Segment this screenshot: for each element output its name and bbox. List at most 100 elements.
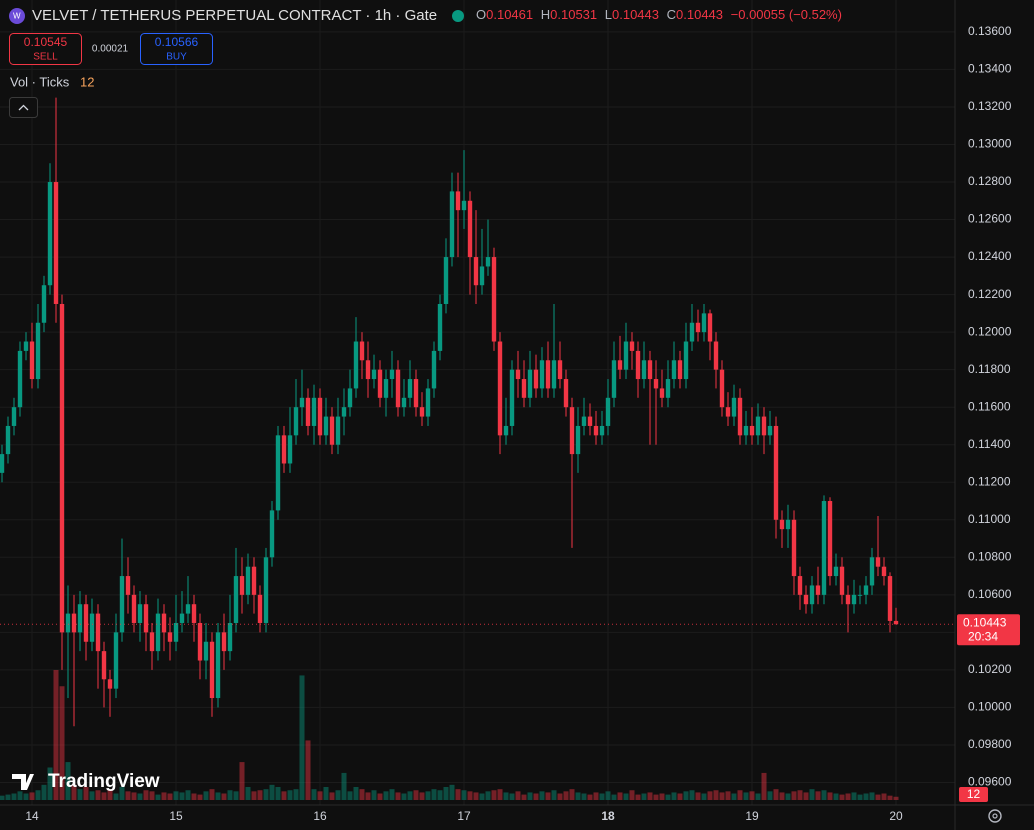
candle-body: [341, 407, 347, 417]
market-status[interactable]: [452, 10, 464, 22]
volume-bar: [389, 789, 395, 800]
volume-bar: [287, 790, 293, 800]
candle-body: [353, 341, 359, 389]
candle-body: [725, 407, 731, 417]
volume-bar: [5, 794, 11, 800]
volume-bar: [125, 791, 131, 800]
volume-bar: [881, 793, 887, 800]
y-tick-label: 0.13000: [968, 137, 1012, 151]
volume-bar: [509, 793, 515, 800]
candle-body: [833, 566, 839, 577]
buy-label[interactable]: BUY: [166, 52, 187, 63]
last-price-tag: [957, 614, 1020, 646]
volume-bar: [593, 792, 599, 800]
candle-body: [5, 425, 11, 455]
volume-bar: [65, 762, 71, 800]
volume-bar: [581, 793, 587, 800]
volume-bar: [683, 791, 689, 800]
candle-body: [629, 341, 635, 351]
candle-body: [527, 369, 533, 398]
candle-body: [533, 369, 539, 389]
candle-body: [305, 397, 311, 426]
volume-bar: [689, 790, 695, 800]
volume-bar: [605, 791, 611, 800]
y-tick-label: 0.11200: [968, 474, 1011, 488]
collapse-caret[interactable]: [18, 104, 29, 111]
volume-bar: [755, 793, 761, 800]
candle-body: [317, 397, 323, 436]
collapse-box[interactable]: [9, 97, 38, 118]
y-tick-label: 0.11800: [968, 362, 1011, 376]
candle-body: [311, 397, 317, 426]
volume-bar: [887, 795, 893, 800]
volume-bar: [569, 789, 575, 800]
candle-body: [545, 360, 551, 389]
settings-button[interactable]: [988, 809, 1002, 823]
candle-body: [257, 594, 263, 623]
y-tick-label: 0.11600: [968, 399, 1011, 413]
y-tick-label: 0.12600: [968, 212, 1012, 226]
candle-body: [887, 576, 893, 621]
volume-bar: [323, 787, 329, 800]
candle-body: [29, 341, 35, 380]
volume-bar: [419, 792, 425, 800]
candle-body: [779, 519, 785, 530]
candle-body: [731, 397, 737, 417]
settings-icon[interactable]: [988, 809, 1002, 823]
volume-bar: [821, 790, 827, 800]
brand-logo: TradingView: [12, 771, 160, 792]
buy-price[interactable]: 0.10566: [155, 35, 199, 49]
collapse-button[interactable]: [9, 97, 38, 118]
volume-bar: [779, 792, 785, 800]
brand-mark: [12, 774, 34, 790]
volume-bar: [851, 792, 857, 800]
sell-box[interactable]: [9, 33, 82, 65]
x-tick-label: 14: [25, 809, 39, 823]
volume-bar: [785, 793, 791, 800]
candle-body: [557, 360, 563, 380]
candle-body: [437, 303, 443, 351]
buy-box[interactable]: [140, 33, 213, 65]
x-tick-label: 17: [457, 809, 471, 823]
volume-bar: [707, 791, 713, 800]
volume-bar: [455, 789, 461, 800]
candle-body: [245, 566, 251, 595]
sell-price[interactable]: 0.10545: [24, 35, 68, 49]
candle-body: [659, 388, 665, 398]
buy-button[interactable]: 0.10566 BUY: [140, 33, 213, 65]
sell-label[interactable]: SELL: [33, 52, 58, 63]
volume-bar: [263, 789, 269, 800]
volume-bar: [533, 793, 539, 800]
candle-body: [857, 594, 863, 596]
candle-body: [827, 501, 833, 577]
volume-tag: [959, 787, 988, 802]
candle-body: [335, 416, 341, 445]
volume-bar: [353, 787, 359, 800]
volume-bar: [761, 772, 767, 800]
volume-bar: [257, 790, 263, 800]
volume-bar: [647, 792, 653, 800]
candle-body: [683, 341, 689, 380]
settings-icon-center[interactable]: [992, 813, 998, 819]
candle-body: [869, 557, 875, 586]
open-value: 0.10461: [486, 7, 533, 22]
candle-body: [11, 407, 17, 426]
volume-bar: [599, 793, 605, 800]
candle-body: [35, 322, 41, 380]
volume-bar: [95, 790, 101, 800]
high-label: H: [541, 7, 550, 22]
candle-body: [611, 360, 617, 398]
volume-bar: [401, 793, 407, 800]
volume-bar: [191, 793, 197, 800]
candle-body: [515, 369, 521, 380]
sell-button[interactable]: 0.10545 SELL: [9, 33, 82, 65]
candle-body: [593, 425, 599, 436]
volume-bar: [833, 793, 839, 800]
volume-bar: [167, 793, 173, 800]
volume-bar: [311, 789, 317, 800]
change-value: −0.00055 (−0.52%): [731, 7, 842, 22]
volume-bar: [695, 792, 701, 800]
volume-bar: [869, 792, 875, 800]
volume-bar: [395, 792, 401, 800]
volume-bar: [413, 790, 419, 800]
